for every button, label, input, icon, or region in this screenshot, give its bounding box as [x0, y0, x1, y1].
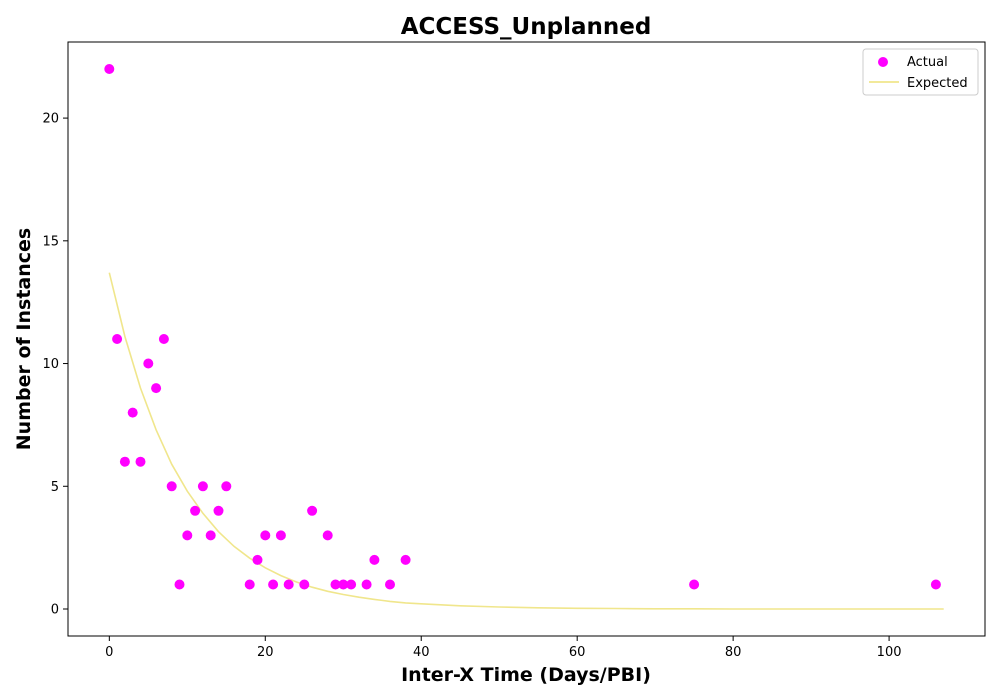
- actual-point: [252, 554, 263, 565]
- legend: Actual Expected: [862, 48, 979, 96]
- x-axis-label: Inter-X Time (Days/PBI): [401, 664, 651, 686]
- x-tick-label: 80: [725, 645, 742, 660]
- actual-point: [135, 456, 146, 467]
- x-tick-label: 40: [413, 645, 430, 660]
- actual-point: [299, 579, 310, 590]
- actual-point: [689, 579, 700, 590]
- actual-point: [221, 481, 232, 492]
- actual-point: [104, 64, 115, 74]
- actual-point: [127, 407, 138, 418]
- x-axis-ticks: 0 20 40 60 80 100: [105, 636, 902, 660]
- legend-box: [862, 48, 979, 96]
- x-tick-label: 100: [877, 645, 902, 660]
- chart-title: ACCESS_Unplanned: [401, 14, 652, 40]
- actual-point: [112, 334, 123, 344]
- actual-point: [119, 456, 130, 467]
- actual-point: [213, 505, 224, 516]
- legend-expected-label: Expected: [907, 76, 968, 91]
- actual-point: [346, 579, 357, 590]
- actual-point: [369, 554, 380, 565]
- actual-point: [283, 579, 294, 590]
- actual-point: [158, 334, 169, 344]
- x-tick-label: 60: [569, 645, 586, 660]
- actual-point: [307, 505, 318, 516]
- actual-point: [190, 505, 201, 516]
- x-tick-label: 20: [257, 645, 274, 660]
- actual-point: [322, 530, 333, 541]
- actual-point: [338, 579, 349, 590]
- actual-point: [166, 481, 177, 492]
- y-axis-ticks: 0 5 10 15 20: [42, 112, 68, 618]
- x-tick-label: 0: [105, 645, 113, 660]
- actual-point: [275, 530, 286, 541]
- actual-point: [244, 579, 255, 590]
- actual-point: [205, 530, 216, 541]
- plot-area: [67, 41, 986, 637]
- y-tick-label: 0: [51, 603, 59, 618]
- actual-series: [104, 64, 941, 590]
- actual-point: [174, 579, 185, 590]
- actual-point: [385, 579, 395, 590]
- y-tick-label: 15: [42, 234, 59, 249]
- actual-point: [361, 579, 372, 590]
- expected-series: [108, 272, 944, 610]
- legend-actual-label: Actual: [907, 55, 948, 70]
- actual-point: [400, 554, 411, 565]
- y-tick-label: 5: [51, 480, 59, 495]
- actual-point: [268, 579, 279, 590]
- plot-frame: [67, 41, 986, 637]
- actual-point: [260, 530, 271, 541]
- actual-point: [197, 481, 208, 492]
- actual-point: [330, 579, 341, 590]
- y-tick-label: 20: [42, 112, 59, 127]
- legend-actual-marker: [878, 57, 888, 67]
- y-tick-label: 10: [42, 357, 59, 372]
- actual-point: [182, 530, 193, 541]
- actual-point: [930, 579, 941, 590]
- actual-point: [143, 358, 154, 369]
- actual-point: [151, 383, 162, 394]
- expected-line: [108, 272, 944, 610]
- y-axis-label: Number of Instances: [13, 228, 35, 450]
